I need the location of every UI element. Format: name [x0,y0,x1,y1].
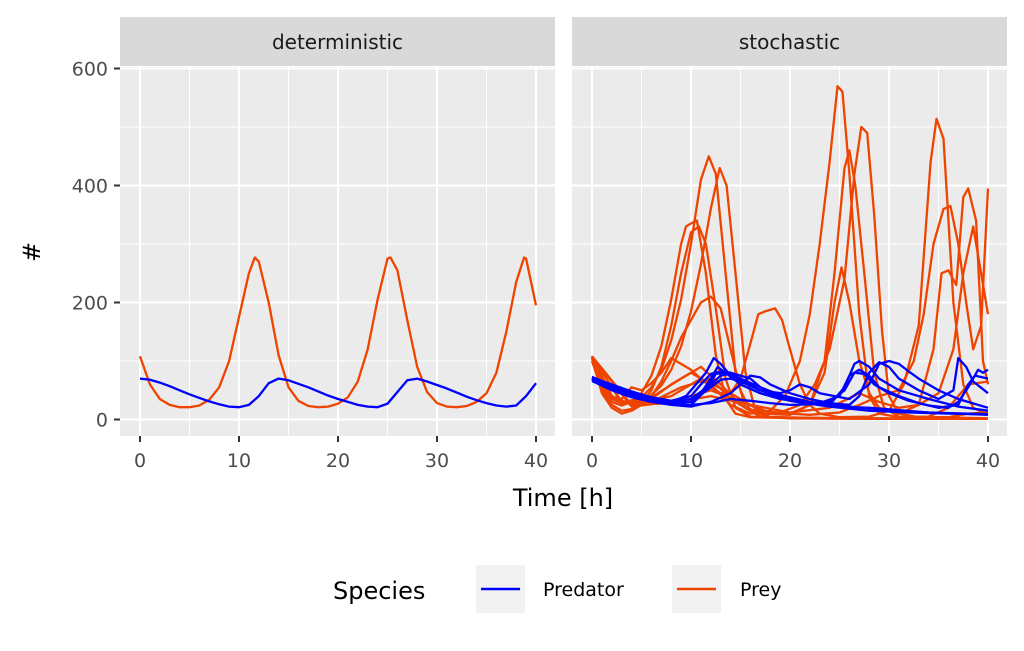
x-tick-label: 0 [586,450,598,472]
legend-label-predator: Predator [543,579,624,601]
y-tick-label: 200 [72,293,108,315]
x-tick-label: 20 [778,450,802,472]
facet-strip [572,17,1007,66]
legend-label-prey: Prey [740,579,781,601]
facet-panel-deterministic: deterministic 0 10 20 30 40 [120,17,555,472]
x-axis-title: Time [h] [512,484,613,512]
y-tick-label: 400 [72,176,108,198]
x-tick-label: 10 [227,450,251,472]
x-tick-label: 20 [326,450,350,472]
y-axis-title: # [18,242,46,262]
x-tick-label: 0 [134,450,146,472]
x-tick-label: 30 [425,450,449,472]
series-line-predator [591,356,989,408]
series-line-predator [591,365,989,416]
series-line-prey [591,187,990,415]
x-tick-label: 30 [877,450,901,472]
series-line-prey [590,117,989,419]
y-tick-label: 600 [72,59,108,81]
facet-strip-label: stochastic [739,30,840,54]
facet-strip [120,17,555,66]
x-tick-label: 40 [976,450,1000,472]
x-tick-label: 10 [679,450,703,472]
series-line-predator [139,377,537,409]
y-tick-label: 0 [96,410,108,432]
legend: Species Predator Prey [333,565,781,613]
facet-strip-label: deterministic [272,30,403,54]
facet-panel-stochastic: stochastic 0 10 20 30 40 [572,17,1007,472]
legend-title: Species [333,577,425,605]
series-line-prey [590,219,989,421]
x-tick-label: 40 [524,450,548,472]
